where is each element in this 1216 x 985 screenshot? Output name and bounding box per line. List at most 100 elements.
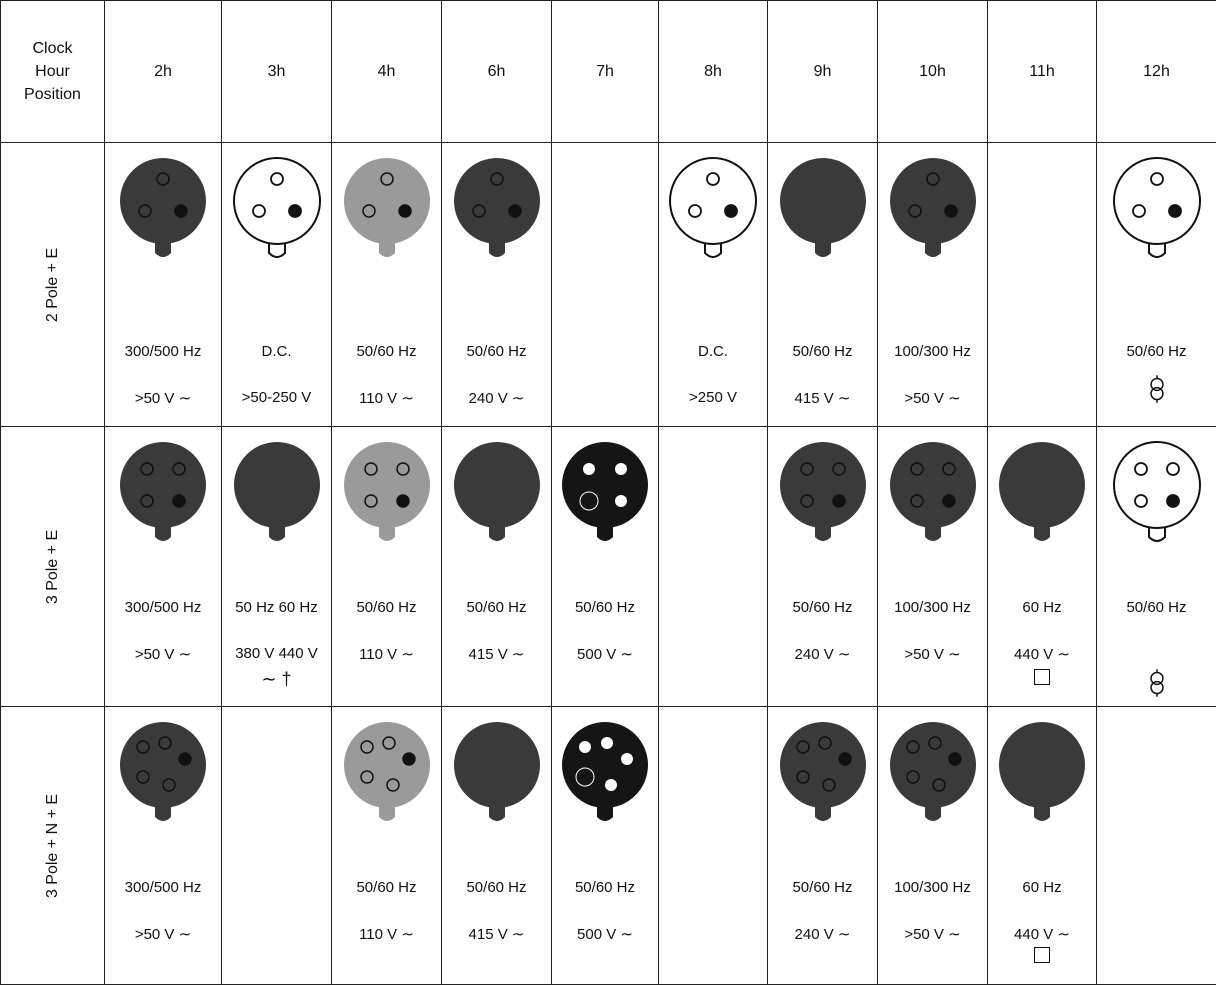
plug-face-icon bbox=[115, 439, 211, 547]
frequency-label: 50/60 Hz bbox=[768, 879, 877, 896]
plug-face-icon bbox=[449, 155, 545, 263]
header-hour: 12h bbox=[1097, 1, 1216, 143]
earth-pin-icon bbox=[833, 495, 845, 507]
frequency-label: 100/300 Hz bbox=[878, 343, 987, 360]
plug-cell: 50/60 Hz 415 V ∼ bbox=[768, 143, 878, 427]
header-corner: Clock Hour Position bbox=[1, 1, 105, 143]
plug-cell: 50/60 Hz 110 V ∼ bbox=[332, 427, 442, 707]
frequency-label: 50/60 Hz bbox=[1097, 343, 1216, 360]
plug-face-icon bbox=[229, 155, 325, 263]
voltage-label: 415 V ∼ bbox=[442, 925, 551, 943]
header-hour: 2h bbox=[105, 1, 222, 143]
frequency-label: 50/60 Hz bbox=[442, 343, 551, 360]
frequency-label: 100/300 Hz bbox=[878, 599, 987, 616]
pin-hole-icon bbox=[605, 779, 617, 791]
voltage-label: 240 V ∼ bbox=[768, 645, 877, 663]
row-label: 3 Pole + E bbox=[44, 529, 62, 603]
frequency-label: 300/500 Hz bbox=[105, 879, 221, 896]
frequency-label: D.C. bbox=[222, 343, 331, 360]
voltage-label: 110 V ∼ bbox=[332, 645, 441, 663]
pin-hole-icon bbox=[583, 463, 595, 475]
frequency-label: 50/60 Hz bbox=[552, 599, 658, 616]
plug-cell: 50/60 Hz 110 V ∼ bbox=[332, 143, 442, 427]
voltage-label: >250 V bbox=[659, 389, 767, 406]
row-label: 3 Pole + N + E bbox=[44, 793, 62, 897]
earth-pin-icon bbox=[175, 205, 187, 217]
plug-cell: 100/300 Hz >50 V ∼ bbox=[878, 427, 988, 707]
frequency-label: 50/60 Hz bbox=[442, 879, 551, 896]
header-hour: 11h bbox=[988, 1, 1097, 143]
header-hour: 9h bbox=[768, 1, 878, 143]
plug-face-icon bbox=[557, 439, 653, 547]
ac-note-label: ∼ † bbox=[222, 669, 331, 690]
plug-cell bbox=[988, 143, 1097, 427]
isolating-transformer-icon bbox=[1146, 375, 1168, 403]
earth-pin-icon bbox=[943, 495, 955, 507]
plug-face-icon bbox=[994, 439, 1090, 547]
frequency-label: 60 Hz bbox=[988, 879, 1096, 896]
frequency-label: 50/60 Hz bbox=[1097, 599, 1216, 616]
plug-face-icon bbox=[339, 719, 435, 827]
pin-hole-icon bbox=[1135, 495, 1147, 507]
plug-face-icon bbox=[775, 719, 871, 827]
voltage-label: >50 V ∼ bbox=[878, 645, 987, 663]
transformer-symbol bbox=[1097, 375, 1216, 408]
earth-pin-icon bbox=[403, 753, 415, 765]
plug-face-icon bbox=[1109, 439, 1205, 547]
pin-hole-icon bbox=[579, 741, 591, 753]
voltage-label: 110 V ∼ bbox=[332, 389, 441, 407]
frequency-label: 50/60 Hz bbox=[552, 879, 658, 896]
frequency-label: D.C. bbox=[659, 343, 767, 360]
corner-line: Clock bbox=[1, 37, 104, 60]
transformer-symbol bbox=[1097, 669, 1216, 702]
frequency-label: 50/60 Hz bbox=[768, 343, 877, 360]
plug-face-icon bbox=[885, 439, 981, 547]
plug-face-icon bbox=[775, 439, 871, 547]
plug-cell: 50/60 Hz 500 V ∼ bbox=[552, 427, 659, 707]
plug-face-icon bbox=[229, 439, 325, 547]
earth-pin-icon bbox=[179, 753, 191, 765]
isolating-transformer-icon bbox=[1146, 669, 1168, 697]
header-hour: 7h bbox=[552, 1, 659, 143]
voltage-label: >50 V ∼ bbox=[105, 645, 221, 663]
frequency-label: 50/60 Hz bbox=[332, 879, 441, 896]
plug-face-icon bbox=[1109, 155, 1205, 263]
voltage-label: 380 V 440 V bbox=[222, 645, 331, 662]
earth-pin-icon bbox=[399, 205, 411, 217]
frequency-label: 60 Hz bbox=[988, 599, 1096, 616]
frequency-label: 50/60 Hz bbox=[332, 343, 441, 360]
row-header: 2 Pole + E bbox=[1, 143, 105, 427]
frequency-label: 100/300 Hz bbox=[878, 879, 987, 896]
voltage-label: 415 V ∼ bbox=[442, 645, 551, 663]
plug-face-icon bbox=[115, 719, 211, 827]
plug-cell: 100/300 Hz>50 V ∼ bbox=[878, 707, 988, 985]
earth-pin-icon bbox=[615, 495, 627, 507]
voltage-label: 415 V ∼ bbox=[768, 389, 877, 407]
earth-pin-icon bbox=[621, 753, 633, 765]
pin-hole-icon bbox=[1151, 173, 1163, 185]
pin-hole-icon bbox=[271, 173, 283, 185]
earth-pin-icon bbox=[1169, 205, 1181, 217]
frequency-label: 300/500 Hz bbox=[105, 599, 221, 616]
plug-face-icon bbox=[775, 155, 871, 263]
voltage-label: 110 V ∼ bbox=[332, 925, 441, 943]
pin-hole-icon bbox=[707, 173, 719, 185]
plug-face-icon bbox=[449, 439, 545, 547]
pin-hole-icon bbox=[1133, 205, 1145, 217]
voltage-label: 500 V ∼ bbox=[552, 645, 658, 663]
earth-pin-icon bbox=[949, 753, 961, 765]
plug-face-icon bbox=[115, 155, 211, 263]
voltage-label: >50 V ∼ bbox=[105, 389, 221, 407]
plug-cell bbox=[659, 427, 768, 707]
frequency-label: 50/60 Hz bbox=[332, 599, 441, 616]
header-hour: 4h bbox=[332, 1, 442, 143]
earth-pin-icon bbox=[289, 205, 301, 217]
plug-cell: D.C.>50-250 V bbox=[222, 143, 332, 427]
